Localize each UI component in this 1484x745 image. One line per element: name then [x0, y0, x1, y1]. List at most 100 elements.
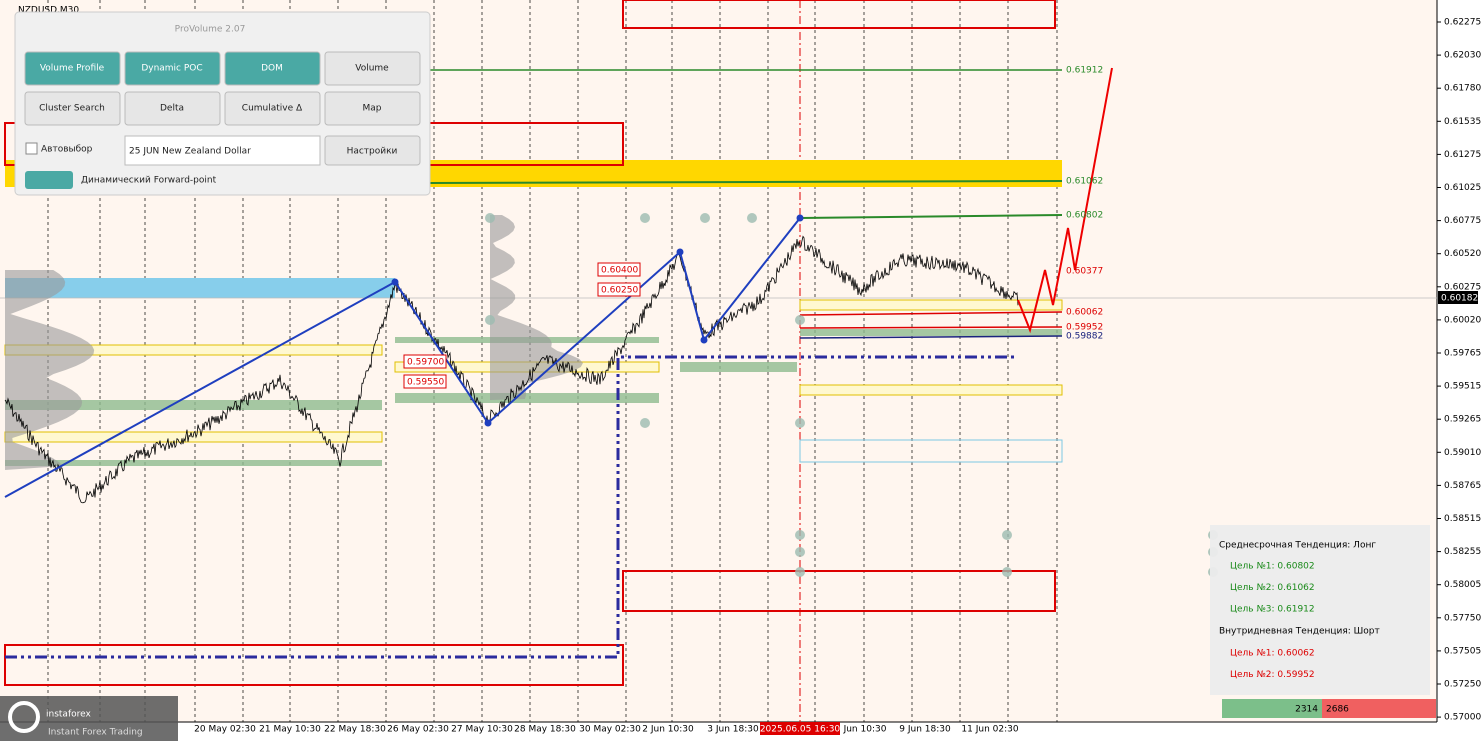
button-label[interactable]: Volume [355, 64, 389, 74]
price-tick-label: 0.60020 [1444, 315, 1481, 325]
marker-dot [485, 315, 495, 325]
red-box [622, 0, 1056, 29]
wave-point [796, 214, 804, 222]
info-box [1210, 525, 1430, 695]
marker-dot [795, 567, 805, 577]
dash-dot-line [5, 355, 1018, 659]
level-label: 0.59882 [1066, 332, 1103, 342]
wave-point [700, 336, 708, 344]
price-axis-area [1437, 0, 1484, 741]
checkbox[interactable] [25, 142, 38, 155]
cyan-box [799, 439, 1063, 463]
green-zone [800, 329, 1062, 336]
panel-button[interactable] [24, 51, 121, 86]
button-label[interactable]: Dynamic POC [141, 64, 202, 74]
box-label: 0.60400 [601, 266, 638, 276]
green-zone [680, 362, 797, 372]
logo-tagline: Instant Forex Trading [48, 728, 143, 738]
panel-button[interactable] [24, 91, 121, 126]
settings-label[interactable]: Настройки [347, 147, 398, 157]
volume-buy [1222, 699, 1322, 718]
level-label: 0.60802 [1066, 211, 1103, 221]
button-label[interactable]: DOM [261, 64, 283, 74]
marker-dot [700, 213, 710, 223]
info-target: Цель №2: 0.59952 [1230, 670, 1315, 680]
panel-button[interactable] [324, 51, 421, 86]
level-line [799, 214, 1063, 219]
time-tick-label: 20 May 02:30 [194, 725, 256, 735]
price-tick-label: 0.61025 [1444, 183, 1481, 193]
info-target: Цель №1: 0.60062 [1230, 649, 1315, 659]
price-tick-label: 0.61535 [1444, 117, 1481, 127]
level-label: 0.61912 [1066, 66, 1103, 76]
marker-dot [795, 418, 805, 428]
button-label[interactable]: Delta [160, 104, 184, 114]
toggle-label: Динамический Forward-point [81, 176, 217, 186]
marker-dot [640, 213, 650, 223]
button-label[interactable]: Cumulative Δ [242, 104, 303, 114]
green-zone [395, 393, 659, 403]
time-tick-label: 11 Jun 02:30 [961, 725, 1018, 735]
price-tick-label: 0.59010 [1444, 448, 1481, 458]
red-box [4, 644, 624, 686]
marker-dot [747, 213, 757, 223]
price-tick-label: 0.62030 [1444, 51, 1481, 61]
marker-dot [640, 418, 650, 428]
level-line [799, 311, 1063, 316]
panel-button[interactable] [324, 91, 421, 126]
box-label: 0.59700 [407, 358, 444, 368]
price-tick-label: 0.57505 [1444, 646, 1481, 656]
level-label: 0.59952 [1066, 323, 1103, 333]
panel-button[interactable] [124, 91, 221, 126]
time-tick-label: 21 May 10:30 [259, 725, 321, 735]
price-tick-label: 0.57250 [1444, 680, 1481, 690]
info-target: Цель №1: 0.60802 [1230, 562, 1315, 572]
volume-profile [5, 270, 95, 470]
current-price-bg [1438, 291, 1478, 304]
instrument-text[interactable]: 25 JUN New Zealand Dollar [129, 147, 251, 157]
box-label-bg [597, 282, 641, 297]
price-tick-label: 0.57750 [1444, 613, 1481, 623]
price-tick-label: 0.60275 [1444, 282, 1481, 292]
box-label-bg [403, 374, 447, 389]
price-tick-label: 0.60775 [1444, 216, 1481, 226]
volume-sell [1322, 699, 1436, 718]
panel-button[interactable] [124, 51, 221, 86]
button-label[interactable]: Map [363, 104, 382, 114]
marker-dot [795, 530, 805, 540]
time-tick-label: 22 May 18:30 [324, 725, 386, 735]
button-label[interactable]: Cluster Search [39, 104, 105, 114]
price-tick-label: 0.59265 [1444, 415, 1481, 425]
settings-button[interactable] [324, 135, 421, 166]
panel-button[interactable] [224, 91, 321, 126]
button-label[interactable]: Volume Profile [40, 64, 105, 74]
marker-dot [1002, 567, 1012, 577]
panel-title: ProVolume 2.07 [175, 25, 246, 35]
info-heading: Внутридневная Тенденция: Шорт [1219, 627, 1380, 637]
wave-point [676, 248, 684, 256]
logo-name: instaforex [46, 710, 91, 720]
blue-zone [5, 278, 395, 298]
panel-button[interactable] [224, 51, 321, 86]
marker-dot [795, 547, 805, 557]
time-tick-label: 27 May 10:30 [451, 725, 513, 735]
yellow-outline [799, 384, 1063, 396]
green-zone [5, 400, 382, 410]
level-line [799, 326, 1063, 329]
price-tick-label: 0.58765 [1444, 481, 1481, 491]
time-tick-label: 28 May 18:30 [514, 725, 576, 735]
price-tick-label: 0.58005 [1444, 580, 1481, 590]
time-tick-label: 26 May 02:30 [387, 725, 449, 735]
toggle[interactable] [25, 171, 73, 189]
wave-point [484, 419, 492, 427]
instrument-select[interactable] [124, 135, 321, 166]
wave-point [391, 278, 399, 286]
symbol-label: NZDUSD,M30 [18, 6, 79, 16]
price-tick-label: 0.57000 [1444, 713, 1481, 723]
price-tick-label: 0.62275 [1444, 18, 1481, 28]
level-line [799, 335, 1063, 339]
info-target: Цель №3: 0.61912 [1230, 605, 1315, 615]
box-label: 0.60250 [601, 286, 638, 296]
marker-dot [795, 315, 805, 325]
time-tick-label: 2 Jun 10:30 [642, 725, 694, 735]
